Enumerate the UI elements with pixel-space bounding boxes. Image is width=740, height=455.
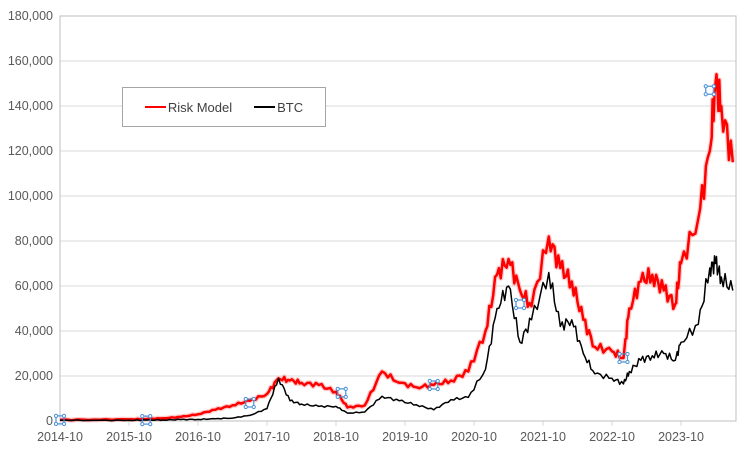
data-series [59,71,736,423]
y-tick-label: 120,000 [8,144,53,158]
data-markers [53,84,716,427]
legend-swatch-red [144,106,166,108]
x-tick-label: 2016-10 [175,430,221,444]
x-tick-label: 2020-10 [451,430,497,444]
legend-item-risk-model: Risk Model [144,99,233,115]
chart-legend: Risk Model BTC [122,87,326,127]
y-tick-label: 0 [46,414,53,428]
marker-icon [243,396,256,410]
legend-label: BTC [277,99,304,115]
x-axis-ticks: 2014-10 2015-10 2016-10 2017-10 2018-10 2019-… [37,421,704,444]
y-tick-label: 20,000 [15,369,53,383]
y-axis-ticks: 0 20,000 40,000 60,000 80,000 100,000 120,000 1… [8,9,53,428]
x-tick-label: 2014-10 [37,430,83,444]
y-tick-label: 140,000 [8,99,53,113]
marker-icon [335,386,348,399]
y-tick-label: 160,000 [8,54,53,68]
y-tick-label: 40,000 [15,324,53,338]
marker-icon [427,378,440,392]
x-tick-label: 2023-10 [658,430,704,444]
marker-icon [140,414,153,427]
y-tick-label: 80,000 [15,234,53,248]
x-tick-label: 2017-10 [244,430,290,444]
x-tick-label: 2021-10 [520,430,566,444]
x-tick-label: 2019-10 [382,430,428,444]
y-tick-label: 100,000 [8,189,53,203]
legend-swatch-black [254,106,276,108]
risk-model-line [59,73,735,422]
plot-frame [59,15,737,422]
y-tick-label: 60,000 [15,279,53,293]
x-tick-label: 2022-10 [589,430,635,444]
legend-item-btc: BTC [254,100,303,115]
marker-icon [53,413,67,426]
marker-icon [703,84,716,97]
x-tick-label: 2015-10 [106,430,152,444]
y-tick-label: 180,000 [8,9,53,23]
x-tick-label: 2018-10 [313,430,359,444]
btc-line [59,255,734,422]
marker-icon [617,351,630,365]
marker-icon [513,297,527,311]
legend-label: Risk Model [167,99,233,115]
